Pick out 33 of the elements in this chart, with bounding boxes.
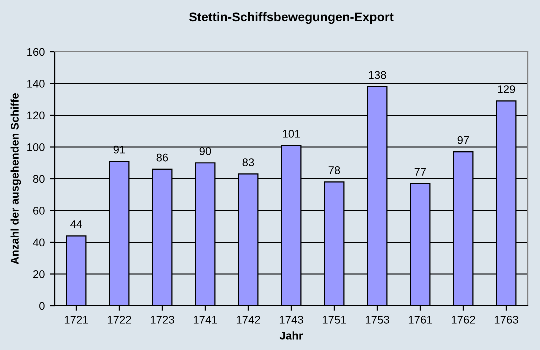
data-label: 77 — [414, 168, 426, 176]
x-tick-label: 1743 — [280, 316, 304, 324]
x-tick-label: 1721 — [64, 316, 88, 324]
data-label: 78 — [328, 166, 340, 174]
x-axis-title: Jahr — [280, 332, 304, 340]
x-tick-label: 1741 — [194, 316, 218, 324]
data-label: 86 — [156, 154, 168, 162]
data-label: 44 — [70, 220, 82, 228]
data-label: 138 — [369, 71, 386, 80]
data-label: 97 — [458, 136, 470, 144]
x-tick-label: 1722 — [108, 316, 132, 324]
y-tick-label: 100 — [28, 144, 45, 152]
x-tick-label: 1762 — [452, 316, 476, 324]
x-tick-label: 1761 — [408, 316, 432, 324]
y-tick-label: 160 — [28, 48, 45, 56]
y-tick-label: 0 — [40, 302, 45, 310]
y-tick-label: 40 — [33, 238, 45, 247]
data-label: 83 — [242, 158, 254, 166]
data-label: 101 — [283, 130, 300, 138]
chart-title: Stettin-Schiffsbewegungen-Export — [189, 12, 394, 24]
y-tick-label: 80 — [33, 175, 45, 184]
x-tick-label: 1751 — [322, 316, 346, 324]
x-tick-label: 1763 — [494, 316, 518, 324]
data-label: 129 — [498, 86, 516, 94]
y-tick-label: 20 — [33, 270, 45, 278]
y-tick-label: 140 — [28, 80, 45, 88]
y-tick-label: 60 — [33, 207, 45, 215]
x-tick-label: 1742 — [236, 316, 260, 324]
y-tick-label: 120 — [28, 112, 45, 120]
y-axis-title: Anzahl der ausgehenden Schiffe — [10, 94, 22, 265]
x-tick-label: 1723 — [150, 316, 174, 324]
x-tick-label: 1753 — [366, 316, 390, 324]
data-label: 90 — [200, 148, 212, 156]
